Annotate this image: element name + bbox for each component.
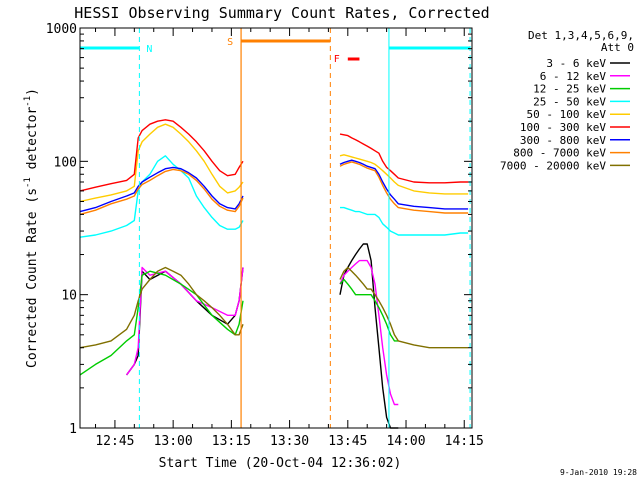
x-axis-label: Start Time (20-Oct-04 12:36:02) [159,456,402,471]
series-line-6 [79,119,469,192]
x-tick-label-5: 13:45 [328,434,367,449]
legend-label-6: 100 - 300 keV [520,121,606,134]
y-axis-label-sup2: -1 [23,96,33,107]
series-line-7 [79,159,469,213]
y-axis-label-sup1: -1 [23,177,33,188]
marker-s-label: S [227,37,233,48]
legend-label-3: 12 - 25 keV [533,83,606,96]
series-line-9 [79,266,469,349]
marker-group: N S F [80,28,471,428]
series-line-4 [79,155,469,238]
y-axis-label-mid: detector [25,107,40,178]
legend-header-1: Det 1,3,4,5,6,9, [528,29,634,42]
x-tick-label-6: 14:00 [386,434,425,449]
marker-f-label: F [334,54,340,65]
legend-label-1: 3 - 6 keV [546,57,606,70]
legend-label-5: 50 - 100 keV [527,108,607,121]
series-line-5 [79,123,469,203]
plot-frame [79,27,473,429]
legend-label-7: 300 - 800 keV [520,134,606,147]
y-tick-label-3: 100 [54,155,77,170]
series-line-1 [126,243,399,429]
legend-label-8: 800 - 7000 keV [513,147,606,160]
y-axis-label-base: Corrected Count Rate (s [25,188,40,368]
axes [79,27,473,429]
y-tick-label-2: 10 [61,289,77,304]
footer-timestamp: 9-Jan-2010 19:28 [560,468,637,477]
x-tick-label-2: 13:00 [154,434,193,449]
x-tick-label-3: 13:15 [212,434,251,449]
chart-title: HESSI Observing Summary Count Rates, Cor… [74,4,489,22]
legend-label-4: 25 - 50 keV [533,95,606,108]
y-axis-label: Corrected Count Rate (s-1 detector-1) [23,88,40,368]
series-line-2 [126,259,399,406]
y-tick-label-4: 1000 [46,22,77,37]
legend-label-2: 6 - 12 keV [540,70,607,83]
x-tick-label-4: 13:30 [270,434,309,449]
plot-area [79,119,469,429]
legend-label-9: 7000 - 20000 keV [500,159,606,172]
ticks: 12:45 13:00 13:15 13:30 13:45 14:00 14:15 1 10 10… [46,22,484,449]
x-tick-label-1: 12:45 [95,434,134,449]
series-line-8 [79,161,469,216]
marker-n-label: N [146,44,152,55]
series-line-3 [79,270,399,376]
y-tick-label-1: 1 [69,422,77,437]
legend-header-2: Att 0 [601,41,634,54]
y-axis-label-end: ) [25,88,40,96]
x-tick-label-7: 14:15 [445,434,484,449]
